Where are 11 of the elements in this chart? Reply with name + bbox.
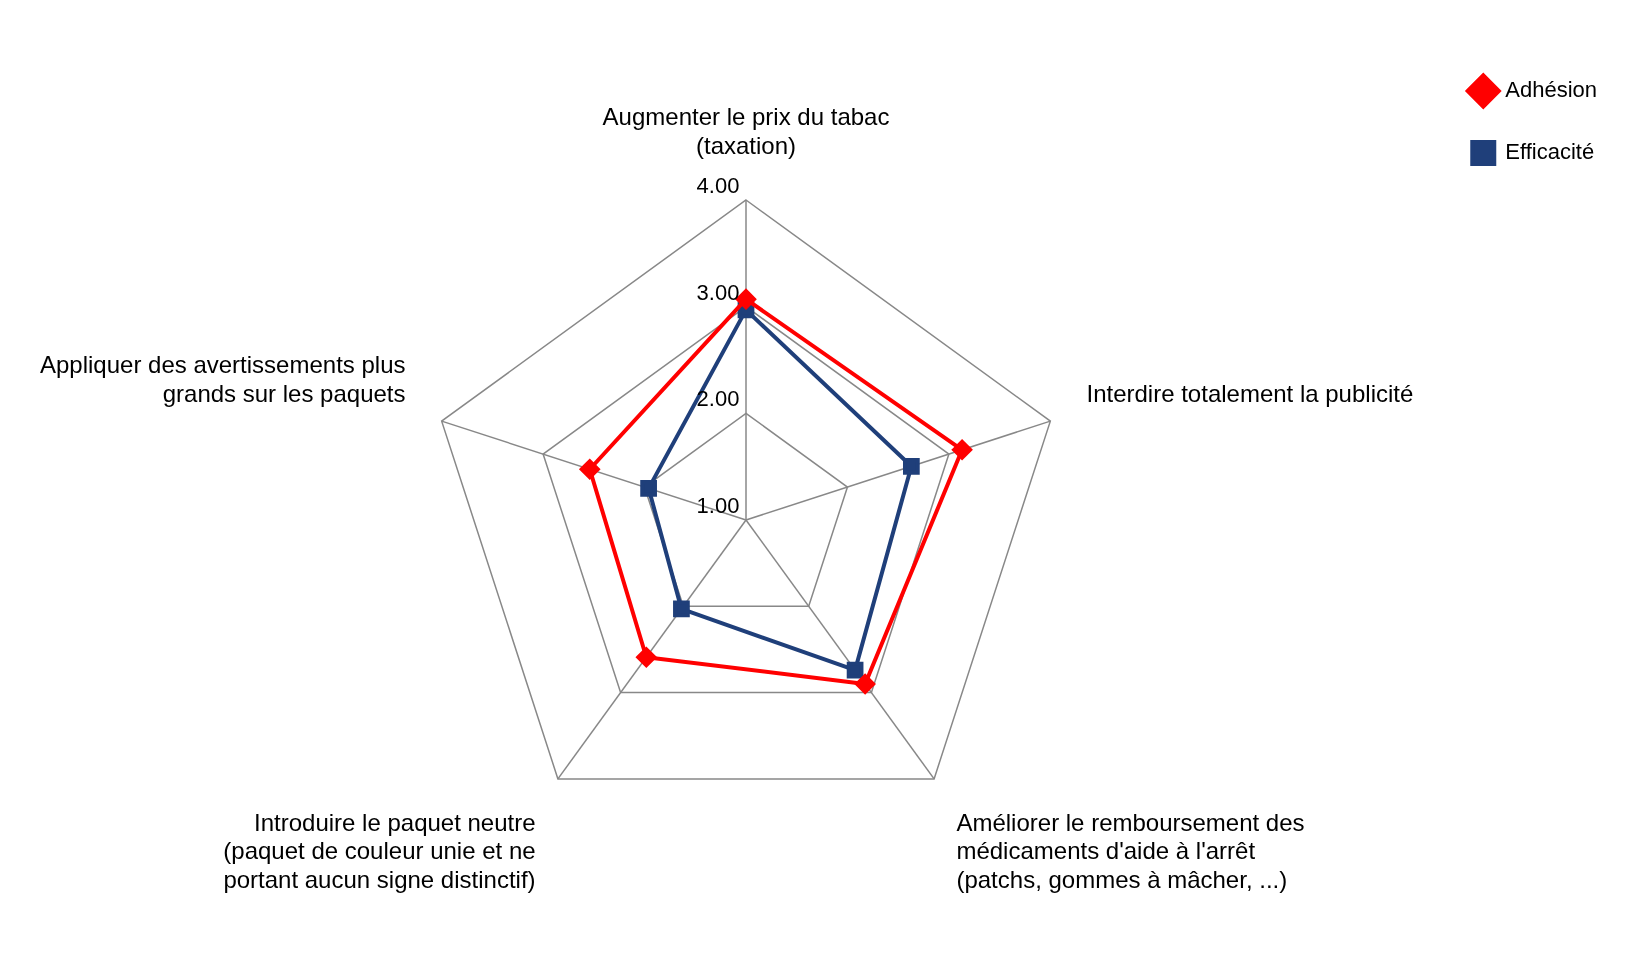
spoke-label: Appliquer des avertissements plus grands sur les paquets [39,350,406,407]
y-tick-label: 3.00 [696,279,740,305]
spoke-label: Interdire totalement la publicité [1086,379,1414,407]
spoke-label: Améliorer le remboursement des médicaments d'aide à l'arrêt (patchs, gommes à mâcher, ...) [956,808,1305,894]
y-tick-label: 2.00 [696,386,740,412]
legend-label: Adhésion [1505,77,1598,103]
y-tick-label: 4.00 [696,173,740,199]
spoke-label: Introduire le paquet neutre (paquet de couleur unie et ne portant aucun signe distinctif) [223,808,536,894]
y-tick-label: 1.00 [696,493,740,519]
spoke-label: Augmenter le prix du tabac (taxation) [602,103,890,160]
legend-label: Efficacité [1505,139,1595,165]
